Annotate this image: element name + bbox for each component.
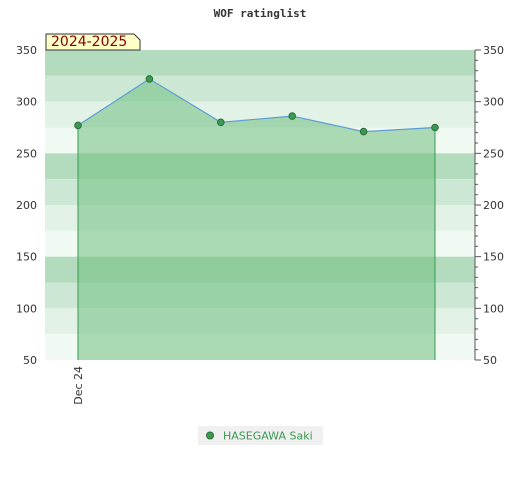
data-point <box>288 112 297 120</box>
y-tick-label-left: 50 <box>23 354 37 367</box>
y-tick-label-left: 300 <box>16 96 37 109</box>
y-tick-label-left: 100 <box>16 302 37 315</box>
legend-series-name: HASEGAWA Saki <box>223 430 313 443</box>
data-point <box>217 118 225 127</box>
data-points <box>74 75 439 136</box>
background-band <box>45 50 475 76</box>
y-tick-label-left: 350 <box>16 44 37 57</box>
y-tick-label-right: 150 <box>483 251 504 264</box>
legend-box <box>198 426 323 445</box>
season-badge: 2024-2025 <box>45 33 141 51</box>
season-badge-box <box>45 33 141 51</box>
rating-area-fill <box>78 78 435 361</box>
y-tick-label-left: 200 <box>16 199 37 212</box>
y-tick-label-right: 50 <box>483 354 497 367</box>
axes: 50 50 100 100 150 150 200 200 250 250 300 300 350 350… <box>16 44 504 405</box>
season-label: 2024-2025 <box>51 34 127 50</box>
y-tick-label-right: 250 <box>483 147 504 160</box>
x-tick-label: Dec 24 <box>72 366 85 405</box>
data-point <box>145 75 154 83</box>
rating-line <box>77 78 436 133</box>
legend-marker <box>206 431 214 440</box>
data-point <box>74 121 82 130</box>
chart-title: WOF ratinglist <box>214 7 307 20</box>
y-tick-label-right: 300 <box>483 96 504 109</box>
data-point <box>359 127 368 136</box>
y-tick-label-right: 100 <box>483 302 504 315</box>
background-band <box>45 75 475 102</box>
data-point <box>431 123 439 132</box>
y-tick-label-left: 250 <box>16 147 37 160</box>
rating-area <box>77 78 436 361</box>
y-tick-label-right: 200 <box>483 199 504 212</box>
y-tick-label-left: 150 <box>16 251 37 264</box>
legend: HASEGAWA Saki <box>198 426 323 445</box>
y-tick-label-right: 350 <box>483 44 504 57</box>
